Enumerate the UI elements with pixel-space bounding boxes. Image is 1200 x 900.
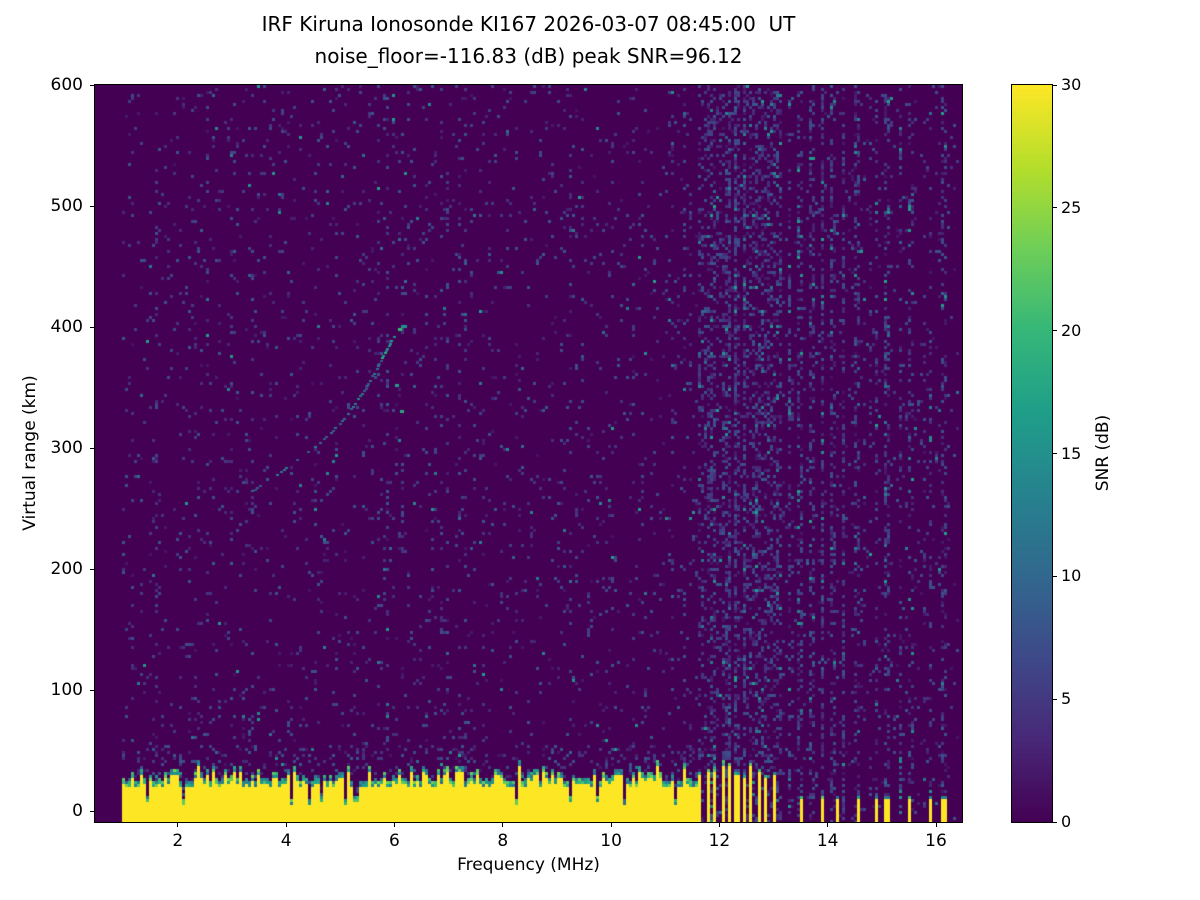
colorbar-tick-mark [1053, 575, 1057, 577]
x-tick-label: 16 [925, 831, 947, 851]
y-tick-label: 300 [50, 438, 83, 459]
x-tick-label: 8 [497, 831, 509, 851]
y-tick-label: 400 [50, 317, 83, 338]
colorbar-tick-mark [1053, 821, 1057, 823]
colorbar-tick-mark [1053, 84, 1057, 86]
y-tick-mark [90, 205, 94, 207]
colorbar-tick-label: 0 [1061, 812, 1072, 831]
colorbar [1011, 84, 1053, 823]
colorbar-tick-mark [1053, 330, 1057, 332]
y-tick-mark [90, 84, 94, 86]
colorbar-label: SNR (dB) [1093, 414, 1113, 492]
y-tick-mark [90, 689, 94, 691]
y-tick-label: 500 [50, 196, 83, 217]
plot-area [94, 84, 963, 823]
colorbar-tick-mark [1053, 453, 1057, 454]
y-tick-label: 600 [50, 75, 83, 95]
y-tick-mark [90, 447, 94, 449]
y-tick-mark [90, 326, 94, 328]
chart-title: IRF Kiruna Ionosonde KI167 2026-03-07 08… [261, 12, 796, 36]
y-tick-mark [90, 568, 94, 570]
x-tick-label: 12 [708, 831, 731, 851]
x-axis-label: Frequency (MHz) [457, 855, 600, 875]
x-tick-label: 2 [172, 831, 184, 851]
colorbar-tick-label: 25 [1061, 197, 1082, 217]
y-tick-label: 200 [50, 559, 83, 580]
ionogram-heatmap [95, 85, 962, 822]
x-tick-mark [718, 823, 720, 827]
x-tick-mark [285, 823, 287, 827]
colorbar-tick-mark [1053, 207, 1057, 209]
x-tick-mark [610, 823, 612, 827]
chart-subtitle: noise_floor=-116.83 (dB) peak SNR=96.12 [314, 44, 743, 68]
colorbar-tick-mark [1053, 698, 1057, 700]
y-tick-mark [90, 810, 94, 812]
x-tick-mark [827, 823, 829, 827]
x-tick-label: 14 [816, 831, 839, 851]
colorbar-tick-label: 5 [1061, 689, 1072, 709]
x-tick-label: 6 [389, 831, 400, 851]
y-tick-label: 0 [72, 801, 83, 822]
x-tick-mark [393, 823, 395, 827]
y-tick-label: 100 [50, 680, 83, 701]
x-tick-mark [935, 823, 937, 827]
colorbar-tick-label: 15 [1061, 443, 1082, 463]
colorbar-gradient [1012, 85, 1052, 822]
colorbar-tick-label: 20 [1061, 320, 1082, 340]
colorbar-tick-label: 30 [1061, 75, 1082, 94]
x-tick-label: 4 [280, 831, 292, 851]
colorbar-tick-label: 10 [1061, 566, 1082, 586]
x-tick-label: 10 [600, 831, 622, 851]
x-tick-mark [177, 823, 179, 827]
x-tick-mark [502, 823, 504, 827]
